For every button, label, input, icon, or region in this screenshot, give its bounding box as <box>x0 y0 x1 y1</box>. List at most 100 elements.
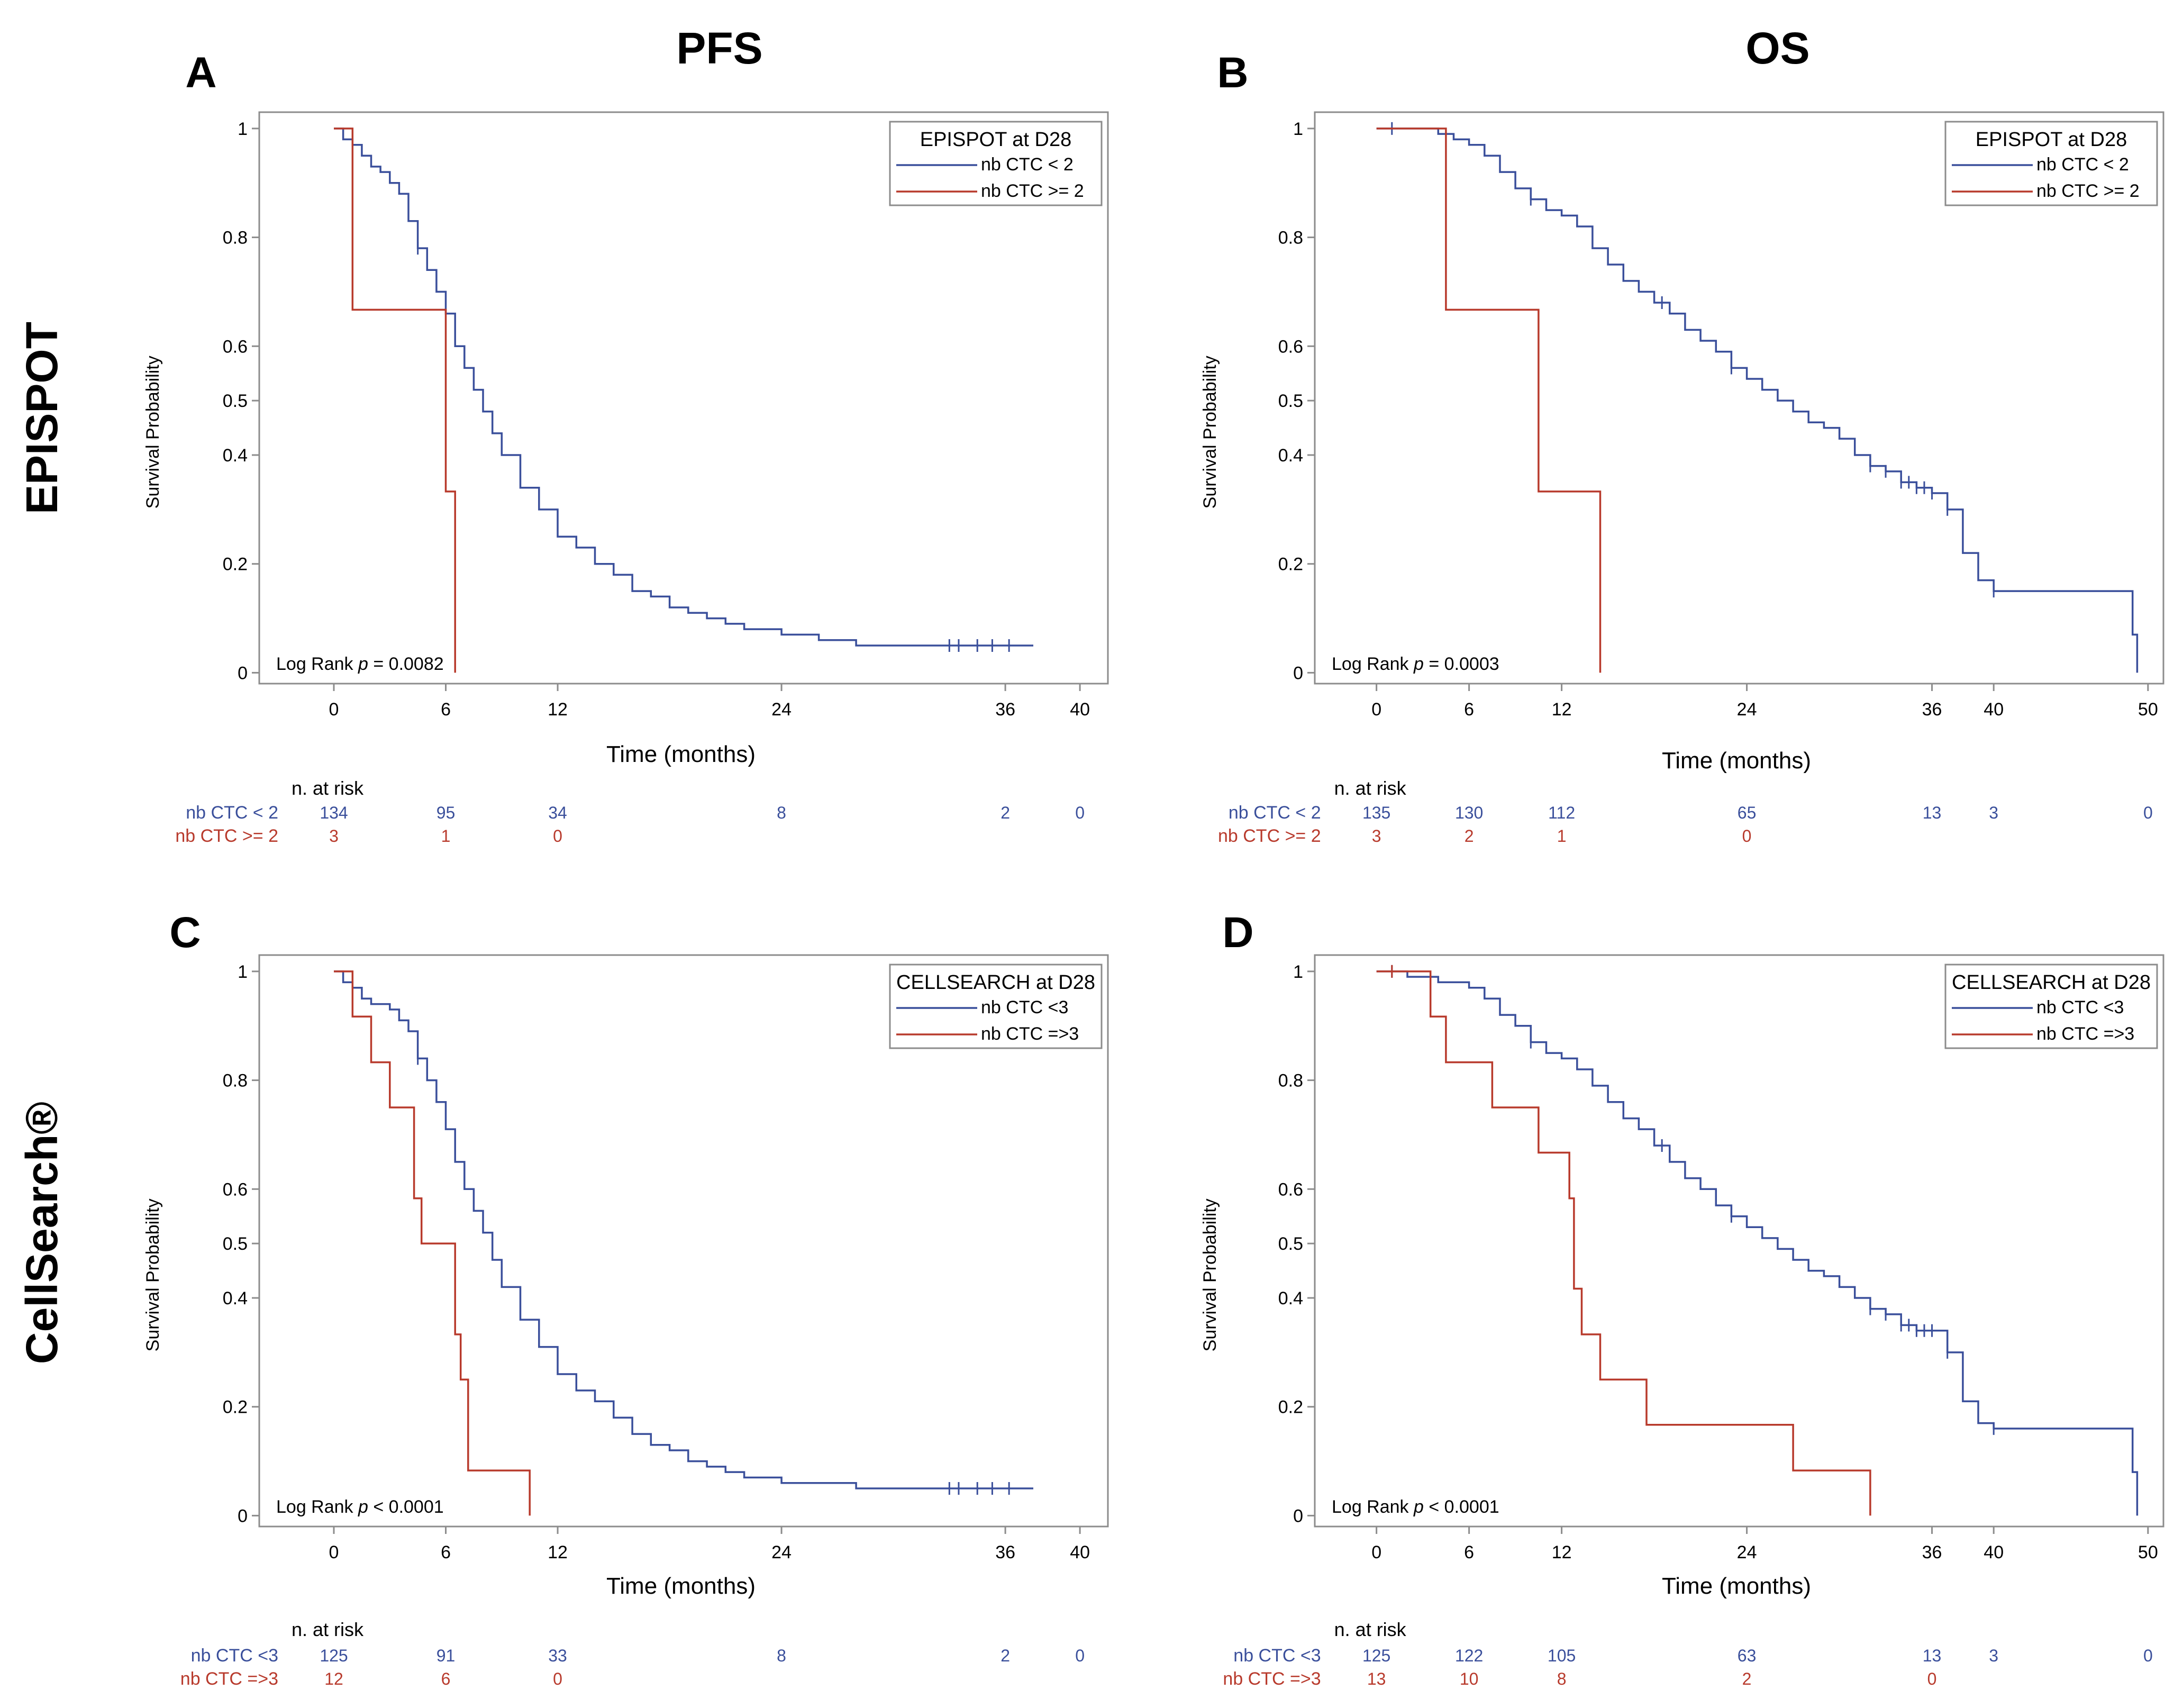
row-header-cellsearch: CellSearch® <box>17 1102 67 1364</box>
x-tick-label: 40 <box>1070 1542 1090 1562</box>
y-tick-label: 0.2 <box>1278 1397 1303 1418</box>
x-tick-label: 12 <box>1552 699 1572 720</box>
risk-count: 91 <box>436 1646 456 1665</box>
risk-count: 0 <box>1927 1669 1937 1688</box>
x-tick-label: 0 <box>1371 699 1381 720</box>
legend-entry: nb CTC <3 <box>981 997 1068 1017</box>
x-tick-label: 24 <box>771 1542 792 1562</box>
y-tick-label: 0.2 <box>223 1397 248 1418</box>
plot-frame <box>258 111 1109 685</box>
y-tick-label: 0.8 <box>1278 1071 1303 1091</box>
risk-table-header: n. at risk <box>1334 1619 1407 1640</box>
risk-count: 8 <box>777 1646 786 1665</box>
y-tick-label: 0.2 <box>1278 555 1303 575</box>
km-curve-low-ctc <box>334 970 1033 1489</box>
x-axis-label: Time (months) <box>1662 748 1811 774</box>
y-tick-label: 0.4 <box>1278 1288 1303 1309</box>
logrank-prefix: Log Rank <box>276 1497 358 1517</box>
legend-title: EPISPOT at D28 <box>1976 129 2127 151</box>
legend-entry: nb CTC =>3 <box>981 1024 1079 1044</box>
km-curve-high-ctc <box>334 970 531 1516</box>
x-tick-label: 12 <box>1552 1542 1572 1562</box>
risk-count: 13 <box>1923 1646 1942 1665</box>
x-tick-label: 24 <box>771 699 792 720</box>
risk-row-label: nb CTC <3 <box>1233 1646 1321 1666</box>
risk-count: 0 <box>553 826 562 846</box>
y-tick-label: 0.4 <box>223 1288 248 1309</box>
logrank-prefix: Log Rank <box>1332 1497 1414 1517</box>
risk-count: 33 <box>548 1646 567 1665</box>
x-tick-label: 6 <box>441 699 451 720</box>
x-tick-label: 24 <box>1737 1542 1757 1562</box>
y-tick-label: 0.5 <box>1278 391 1303 411</box>
risk-count: 0 <box>2143 803 2153 822</box>
km-curve-low-ctc <box>334 128 1033 647</box>
risk-count: 125 <box>320 1646 348 1665</box>
risk-count: 1 <box>1557 826 1567 846</box>
y-axis-label: Survival Probability <box>1200 356 1220 508</box>
km-curve-high-ctc <box>1376 128 1602 673</box>
risk-row-label: nb CTC >= 2 <box>1218 826 1321 846</box>
risk-table-header: n. at risk <box>292 777 364 799</box>
x-tick-label: 12 <box>548 1542 568 1562</box>
y-axis-label: Survival Probability <box>143 356 163 508</box>
x-tick-label: 50 <box>2138 699 2158 720</box>
y-tick-label: 0 <box>238 663 248 683</box>
y-tick-label: 0.6 <box>223 337 248 357</box>
y-tick-label: 0.6 <box>223 1179 248 1200</box>
risk-count: 8 <box>777 803 786 822</box>
y-tick-label: 0.6 <box>1278 337 1303 357</box>
legend-entry: nb CTC < 2 <box>981 155 1074 175</box>
risk-count: 0 <box>1075 1646 1085 1665</box>
x-tick-label: 50 <box>2138 1542 2158 1562</box>
logrank-prefix: Log Rank <box>1332 654 1414 674</box>
risk-count: 0 <box>1742 826 1752 846</box>
risk-count: 65 <box>1738 803 1757 822</box>
km-curve-high-ctc <box>1376 970 1871 1516</box>
risk-count: 2 <box>1742 1669 1752 1688</box>
x-tick-label: 0 <box>1371 1542 1381 1562</box>
risk-count: 125 <box>1362 1646 1390 1665</box>
logrank-p-symbol: p <box>358 654 368 674</box>
plot-frame <box>258 954 1109 1528</box>
logrank-annotation: Log Rank p = 0.0003 <box>1332 654 1499 674</box>
y-tick-label: 0.5 <box>223 1234 248 1254</box>
x-tick-label: 24 <box>1737 699 1757 720</box>
risk-table-header: n. at risk <box>1334 777 1407 799</box>
y-axis-label: Survival Probability <box>143 1198 163 1351</box>
logrank-value: < 0.0001 <box>368 1497 444 1517</box>
risk-row-label: nb CTC >= 2 <box>175 826 278 846</box>
risk-count: 12 <box>324 1669 343 1688</box>
legend-box <box>1944 121 2158 206</box>
logrank-annotation: Log Rank p < 0.0001 <box>1332 1497 1499 1517</box>
legend-entry: nb CTC < 2 <box>2036 155 2129 175</box>
x-tick-label: 36 <box>1922 699 1942 720</box>
plot-frame <box>1314 954 2164 1528</box>
risk-count: 0 <box>2143 1646 2153 1665</box>
risk-count: 0 <box>553 1669 562 1688</box>
y-tick-label: 0.6 <box>1278 1179 1303 1200</box>
panel-letter: C <box>169 908 201 957</box>
legend-title: CELLSEARCH at D28 <box>1952 971 2151 994</box>
risk-count: 105 <box>1548 1646 1576 1665</box>
logrank-p-symbol: p <box>1413 654 1424 674</box>
x-tick-label: 36 <box>1922 1542 1942 1562</box>
y-tick-label: 0.4 <box>223 446 248 466</box>
y-tick-label: 0 <box>1293 1506 1303 1526</box>
logrank-value: = 0.0003 <box>1424 654 1499 674</box>
x-tick-label: 36 <box>995 699 1015 720</box>
x-axis-label: Time (months) <box>1662 1573 1811 1599</box>
risk-count: 10 <box>1460 1669 1479 1688</box>
row-header-epispot: EPISPOT <box>17 322 67 514</box>
x-axis-label: Time (months) <box>606 1573 756 1599</box>
risk-row-label: nb CTC < 2 <box>1229 803 1321 823</box>
panel-letter: D <box>1222 908 1253 957</box>
risk-count: 3 <box>329 826 339 846</box>
logrank-prefix: Log Rank <box>276 654 358 674</box>
legend-entry: nb CTC <3 <box>2036 997 2124 1017</box>
km-curve-high-ctc <box>334 128 456 673</box>
y-tick-label: 1 <box>238 962 248 982</box>
risk-row-label: nb CTC =>3 <box>1223 1669 1321 1689</box>
